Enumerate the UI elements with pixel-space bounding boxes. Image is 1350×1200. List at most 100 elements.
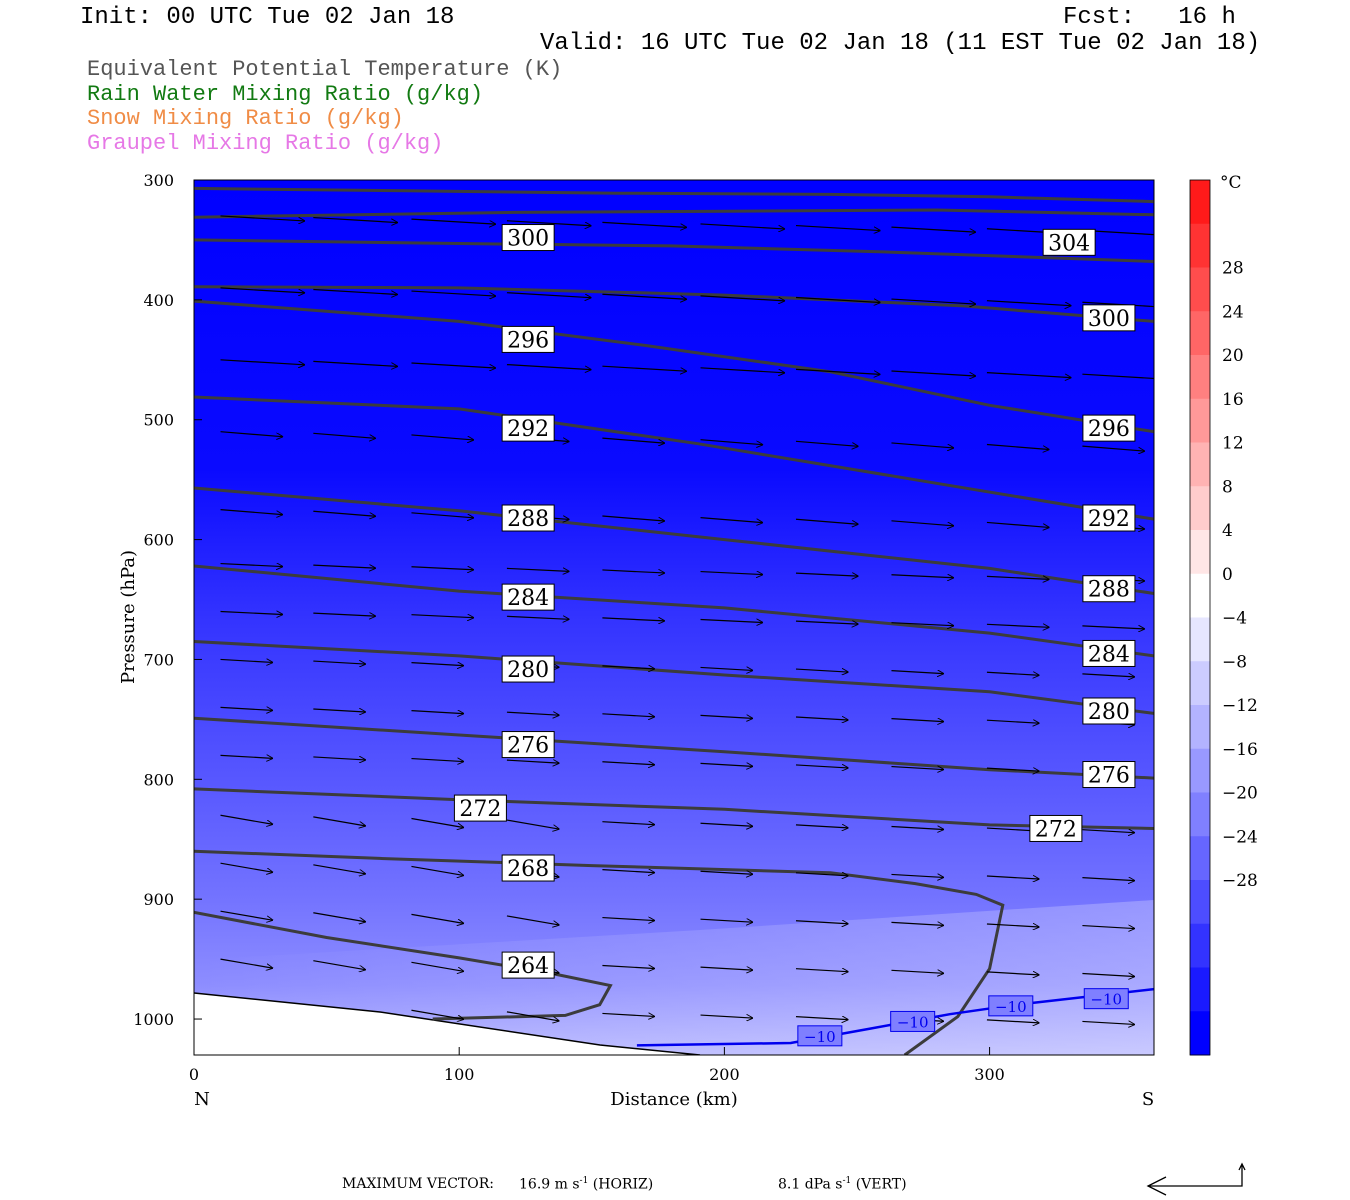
wind-vector	[602, 570, 664, 573]
wind-vector	[602, 293, 686, 299]
colorbar: °C 28 24 20 16 12 8 4 0 −4 −8 −12 −16 −20 −24 −28	[1189, 173, 1258, 1056]
theta-e-label: 292	[1082, 504, 1136, 532]
theta-e-label-text: 280	[1088, 700, 1130, 725]
legend-theta-e: Equivalent Potential Temperature (K)	[87, 57, 563, 82]
wind-vector	[891, 767, 943, 770]
wind-vector	[313, 864, 365, 874]
colorbar-label: 0	[1222, 565, 1233, 585]
wind-vector	[795, 440, 858, 446]
wind-vector	[891, 719, 943, 722]
x-axis-label: Distance (km)	[610, 1089, 737, 1110]
wind-vector	[986, 972, 1039, 975]
wind-vector	[411, 567, 473, 570]
max-vector-label: MAXIMUM VECTOR:	[342, 1176, 494, 1192]
reference-vector-arrow	[1148, 1165, 1243, 1187]
wind-vector	[700, 763, 753, 766]
wind-vector	[1082, 830, 1134, 833]
theta-e-label: 288	[501, 504, 555, 532]
wind-vector	[411, 1009, 463, 1019]
wind-vector	[1082, 1021, 1134, 1024]
theta-e-label: 296	[501, 325, 555, 353]
legend-snow: Snow Mixing Ratio (g/kg)	[87, 106, 404, 131]
theta-e-label-text: 276	[507, 734, 549, 759]
y-tick-label: 700	[143, 650, 174, 669]
wind-vector	[986, 624, 1049, 627]
wind-vector	[602, 666, 654, 669]
theta-e-label: 280	[1082, 697, 1136, 725]
wind-vector	[313, 216, 397, 223]
wind-vector	[411, 913, 463, 923]
theta-e-label: 284	[1082, 639, 1136, 667]
y-tick-label: 600	[143, 531, 174, 550]
wind-vector	[313, 709, 365, 712]
colorbar-unit: °C	[1220, 173, 1242, 193]
wind-vector	[986, 924, 1039, 927]
colorbar-swatch	[1190, 705, 1210, 750]
theta-e-label-text: 284	[507, 586, 549, 611]
wind-vector	[986, 768, 1039, 771]
wind-vector	[986, 300, 1071, 306]
theta-e-contour-1	[194, 208, 1154, 219]
colorbar-swatch	[1190, 748, 1210, 793]
theta-e-label: 300	[1082, 304, 1136, 332]
wind-vector	[602, 1013, 654, 1016]
horiz-value: 16.9 m s	[519, 1176, 580, 1193]
wind-vector	[891, 442, 953, 448]
colorbar-label: −28	[1222, 871, 1258, 891]
wind-vector	[313, 288, 397, 294]
theta-e-label: 288	[1082, 575, 1136, 603]
max-vector-horiz: 16.9 m s-1 (HORIZ)	[519, 1176, 653, 1193]
wind-vector	[891, 520, 953, 526]
theta-e-contours	[194, 186, 1154, 1055]
y-tick-label: 300	[143, 171, 174, 190]
theta-e-label: 296	[1082, 414, 1136, 442]
cross-section-chart: 3043003002962962922922882882842842802802…	[118, 171, 1258, 1110]
colorbar-swatch	[1190, 398, 1210, 443]
colorbar-swatch	[1190, 661, 1210, 706]
colorbar-swatch	[1190, 223, 1210, 268]
colorbar-swatch	[1190, 967, 1210, 1012]
colorbar-label: −20	[1222, 784, 1258, 804]
x-tick-label: 0	[189, 1065, 199, 1084]
wind-vector	[891, 575, 953, 578]
theta-e-label-text: 272	[459, 797, 501, 822]
wind-vector	[220, 958, 273, 968]
theta-e-label: 264	[501, 951, 555, 979]
theta-e-label-text: 292	[1088, 507, 1130, 532]
theta-e-contour-4	[194, 299, 1154, 434]
wind-vector	[602, 365, 686, 371]
wind-vector	[313, 912, 365, 922]
wind-vector	[220, 755, 273, 758]
wind-vector	[891, 370, 975, 376]
wind-vector	[411, 663, 463, 666]
wind-vector	[1082, 674, 1134, 677]
wind-vector	[891, 226, 975, 232]
wind-vector	[411, 759, 463, 762]
forecast-hour: Fcst: 16 h	[1063, 4, 1236, 31]
theta-e-contour-7	[194, 564, 1154, 658]
theta-e-label: 272	[453, 794, 507, 822]
wind-vector	[700, 295, 785, 301]
isotherm-label-text: −10	[897, 1013, 929, 1031]
wind-vector	[1082, 229, 1154, 236]
wind-vector	[795, 825, 848, 828]
wind-vector	[313, 816, 365, 826]
wind-vector	[313, 510, 375, 516]
wind-vector	[411, 615, 473, 618]
wind-vector	[220, 707, 273, 710]
theta-e-label: 304	[1042, 228, 1096, 256]
wind-vector	[795, 518, 858, 524]
wind-vector	[700, 517, 763, 523]
colorbar-label: 4	[1222, 521, 1233, 541]
theta-e-label: 276	[1082, 761, 1136, 789]
isotherm-labels: −10 −10 −10 −10	[797, 988, 1129, 1047]
terrain	[194, 993, 700, 1055]
theta-e-label-text: 280	[507, 658, 549, 683]
isotherm-label: −10	[1083, 988, 1129, 1010]
wind-vector	[986, 371, 1071, 378]
colorbar-label: −8	[1222, 652, 1247, 672]
theta-e-label-text: 296	[1088, 417, 1130, 442]
wind-vector	[506, 363, 591, 370]
wind-vector	[795, 669, 848, 672]
wind-vector	[795, 969, 848, 972]
